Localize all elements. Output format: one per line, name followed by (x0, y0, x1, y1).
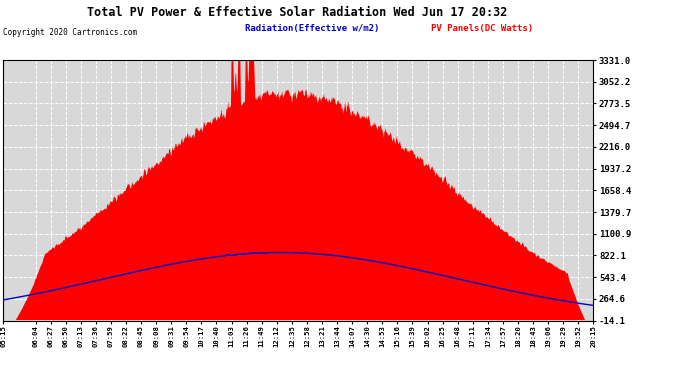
Text: Total PV Power & Effective Solar Radiation Wed Jun 17 20:32: Total PV Power & Effective Solar Radiati… (86, 6, 507, 19)
Text: Copyright 2020 Cartronics.com: Copyright 2020 Cartronics.com (3, 28, 137, 37)
Text: PV Panels(DC Watts): PV Panels(DC Watts) (431, 24, 533, 33)
Text: Radiation(Effective w/m2): Radiation(Effective w/m2) (245, 24, 380, 33)
